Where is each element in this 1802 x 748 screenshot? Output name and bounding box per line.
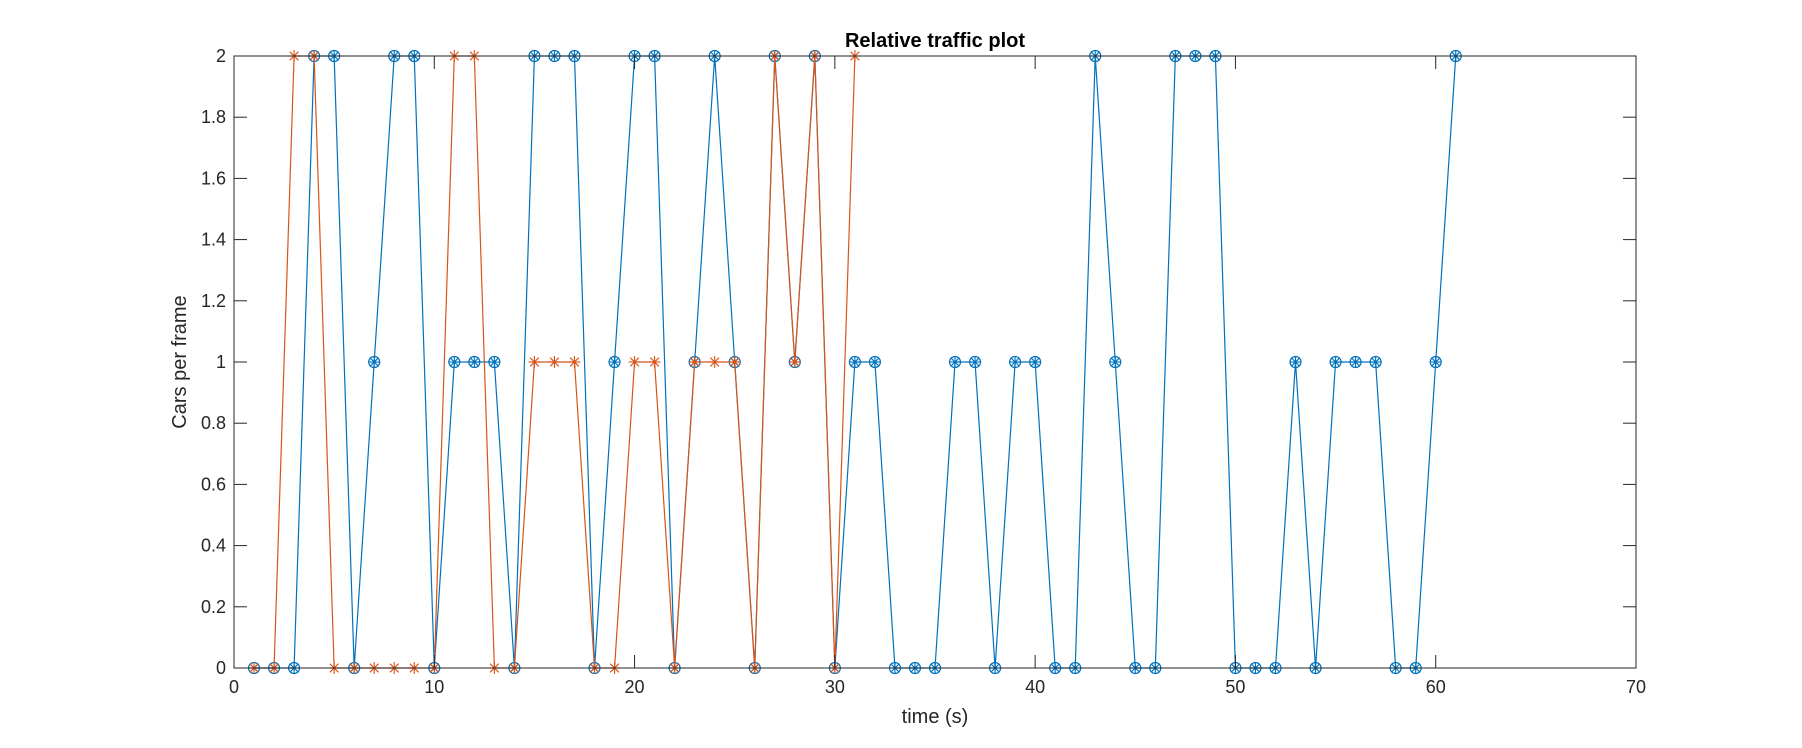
y-axis-label: Cars per frame [169,295,191,428]
x-tick-label: 50 [1225,677,1245,697]
axes-layer: 0 10 20 30 40 50 60 70 0 0.2 0.4 0.6 0.8 1 1.2 1.4 1.6 1.… [201,46,1646,697]
data-point [1349,355,1362,369]
y-tick-label: 1 [216,352,226,372]
x-tick-label: 10 [424,677,444,697]
y-tick-label: 0.8 [201,413,226,433]
data-point [688,356,701,368]
x-axis-label: time (s) [902,706,969,728]
data-point [788,356,801,368]
data-point [648,356,661,368]
y-tick-label: 2 [216,46,226,66]
data-point [1429,355,1442,369]
y-tick-label: 0.4 [201,536,226,556]
x-tick-label: 70 [1626,677,1646,697]
data-point [628,356,641,368]
data-point [448,355,461,369]
y-tick-label: 1.8 [201,107,226,127]
data-point [1009,355,1022,369]
data-point [548,356,561,368]
x-tick-label: 30 [825,677,845,697]
data-point [468,355,481,369]
data-point [1329,355,1342,369]
y-tick-label: 1.6 [201,168,226,188]
data-point [608,355,621,369]
data-point [568,356,581,368]
data-point [868,355,882,369]
y-tick-label: 0.6 [201,474,226,494]
data-point [728,356,741,368]
y-tick-label: 0 [216,658,226,678]
x-tick-label: 40 [1025,677,1045,697]
data-point [1109,355,1122,369]
data-point [368,355,381,369]
y-tick-label: 0.2 [201,597,226,617]
y-tick-label: 1.2 [201,291,226,311]
data-point [848,355,861,369]
data-point [948,355,962,369]
x-tick-label: 60 [1426,677,1446,697]
chart-title: Relative traffic plot [845,30,1025,52]
x-tick-label: 20 [625,677,645,697]
data-point [708,356,721,368]
data-point [1029,355,1042,369]
data-point [488,355,501,369]
data-point [968,355,982,369]
data-point [528,356,541,368]
y-tick-label: 1.4 [201,230,226,250]
data-point [1289,355,1302,369]
x-tick-label: 0 [229,677,239,697]
data-point [1369,355,1382,369]
